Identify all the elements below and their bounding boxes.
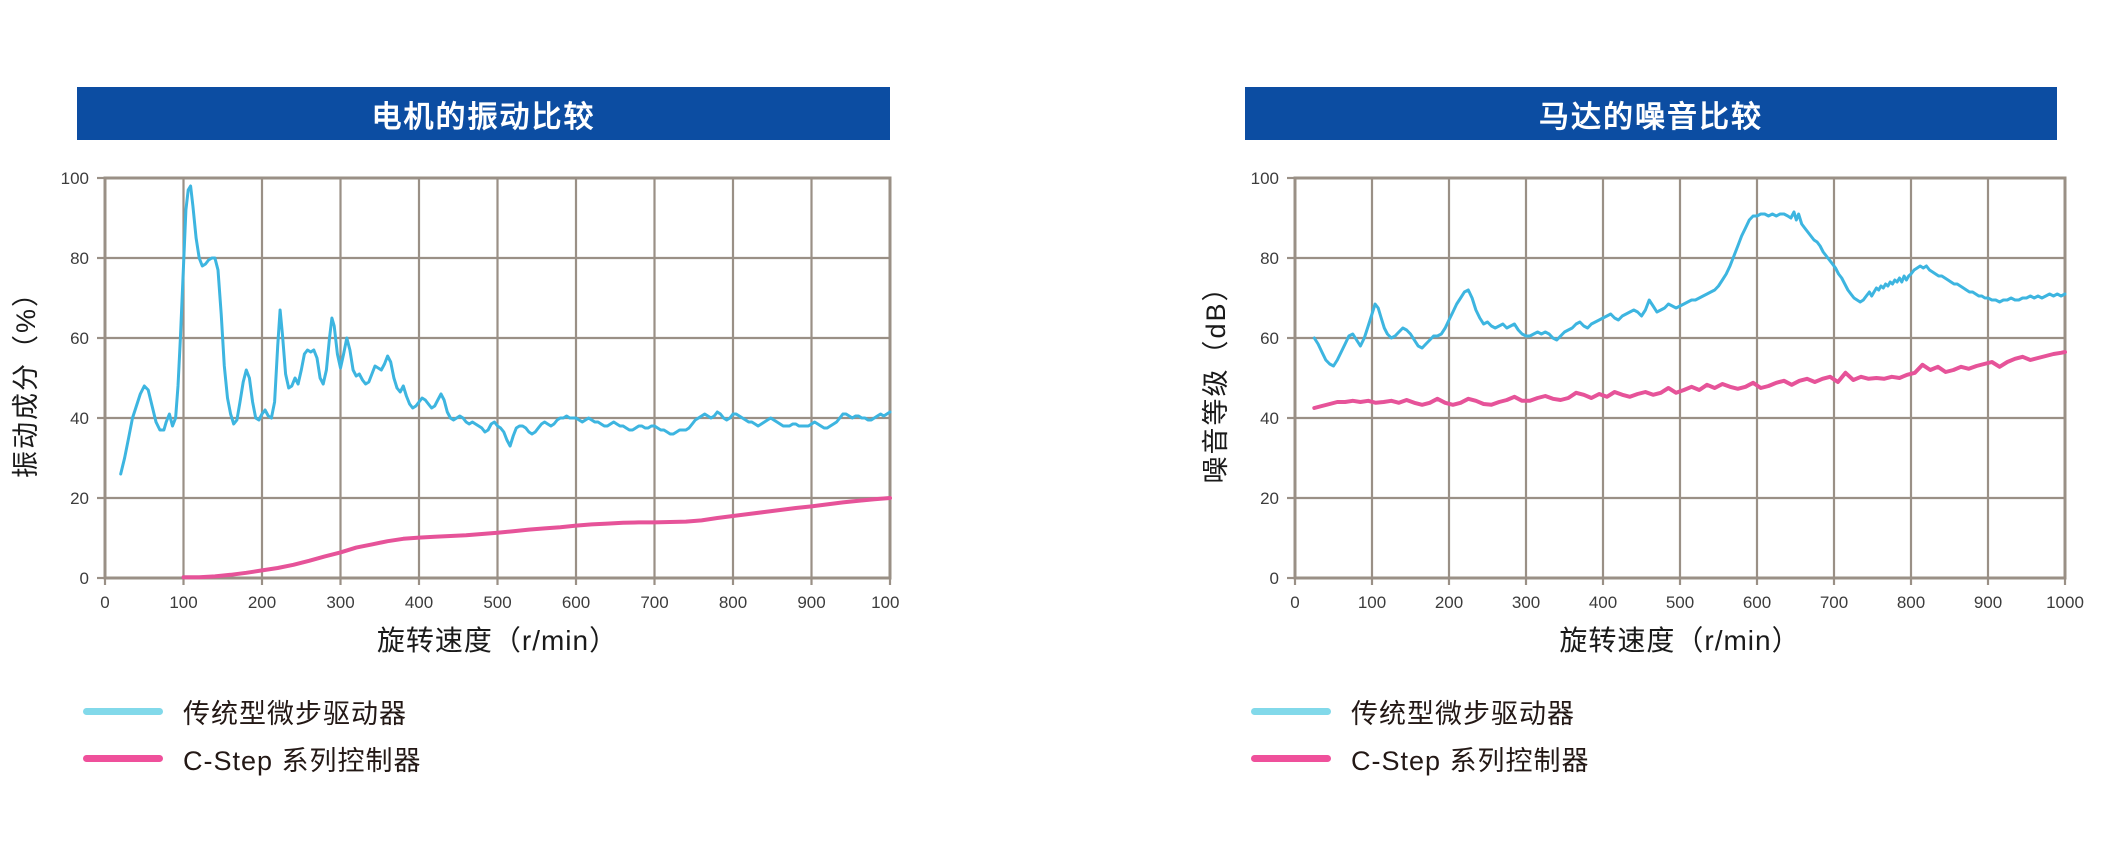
x-tick-label: 400 — [1589, 593, 1617, 612]
series-line-conventional — [1312, 210, 2067, 368]
tick-marks — [97, 176, 892, 585]
y-tick-label: 100 — [61, 169, 89, 188]
x-tick-label: 800 — [719, 593, 747, 612]
x-tick-label: 200 — [248, 593, 276, 612]
x-tick-label: 700 — [1820, 593, 1848, 612]
y-tick-labels: 0 20 40 60 80 100 — [61, 169, 89, 588]
x-tick-label: 100 — [169, 593, 197, 612]
x-tick-label: 600 — [1743, 593, 1771, 612]
y-tick-labels: 0 20 40 60 80 100 — [1251, 169, 1279, 588]
x-tick-label: 500 — [483, 593, 511, 612]
x-tick-label: 1000 — [871, 593, 900, 612]
legend-item-cstep: C-Step 系列控制器 — [83, 735, 422, 782]
left-chart-legend: 传统型微步驱动器 C-Step 系列控制器 — [83, 688, 422, 782]
x-tick-label: 900 — [797, 593, 825, 612]
x-axis-title: 旋转速度（r/min） — [377, 625, 618, 656]
right-chart-title-bar: 马达的噪音比较 — [1245, 87, 2057, 140]
conventional-line-swatch — [1251, 708, 1331, 715]
series-line-cstep — [1312, 350, 2067, 410]
cstep-line-swatch — [83, 755, 163, 762]
x-tick-labels: 0 100 200 300 400 500 600 700 800 900 1000 — [100, 593, 900, 612]
cstep-line-swatch — [1251, 755, 1331, 762]
legend-label-cstep: C-Step 系列控制器 — [1351, 746, 1590, 776]
y-tick-label: 40 — [70, 409, 89, 428]
left-chart-title-bar: 电机的振动比较 — [77, 87, 890, 140]
series-line-cstep — [181, 496, 892, 580]
x-tick-label: 400 — [405, 593, 433, 612]
legend-label-cstep: C-Step 系列控制器 — [183, 746, 422, 776]
left-chart-title: 电机的振动比较 — [371, 100, 596, 134]
vibration-comparison-chart: 0 100 200 300 400 500 600 700 800 900 1000 0 20 40 60 8… — [11, 169, 900, 656]
x-tick-label: 800 — [1897, 593, 1925, 612]
legend-label-conventional: 传统型微步驱动器 — [1351, 699, 1575, 729]
x-tick-label: 100 — [1358, 593, 1386, 612]
x-tick-label: 500 — [1666, 593, 1694, 612]
legend-item-cstep: C-Step 系列控制器 — [1251, 735, 1590, 782]
x-tick-label: 900 — [1974, 593, 2002, 612]
x-tick-label: 0 — [1290, 593, 1299, 612]
x-tick-label: 700 — [640, 593, 668, 612]
conventional-line-swatch — [83, 708, 163, 715]
y-tick-label: 20 — [1260, 489, 1279, 508]
gridlines — [1293, 176, 2067, 580]
y-tick-label: 60 — [1260, 329, 1279, 348]
x-tick-label: 0 — [100, 593, 109, 612]
x-tick-label: 200 — [1435, 593, 1463, 612]
y-tick-label: 80 — [1260, 249, 1279, 268]
y-tick-label: 100 — [1251, 169, 1279, 188]
y-tick-label: 40 — [1260, 409, 1279, 428]
y-tick-label: 0 — [80, 569, 89, 588]
right-chart-legend: 传统型微步驱动器 C-Step 系列控制器 — [1251, 688, 1590, 782]
x-tick-label: 300 — [326, 593, 354, 612]
x-axis-title: 旋转速度（r/min） — [1559, 625, 1800, 656]
legend-item-conventional: 传统型微步驱动器 — [83, 688, 422, 735]
y-axis-title: 噪音等级（dB） — [1201, 272, 1231, 483]
gridlines — [103, 176, 892, 580]
y-tick-label: 60 — [70, 329, 89, 348]
legend-item-conventional: 传统型微步驱动器 — [1251, 688, 1590, 735]
x-tick-label: 300 — [1512, 593, 1540, 612]
y-axis-title: 振动成分（%） — [11, 278, 41, 478]
right-chart-title: 马达的噪音比较 — [1539, 100, 1763, 134]
legend-label-conventional: 传统型微步驱动器 — [183, 699, 407, 729]
y-tick-label: 20 — [70, 489, 89, 508]
x-tick-labels: 0 100 200 300 400 500 600 700 800 900 1000 — [1290, 593, 2084, 612]
tick-marks — [1287, 176, 2067, 585]
y-tick-label: 80 — [70, 249, 89, 268]
series-line-conventional — [119, 184, 892, 476]
x-tick-label: 600 — [562, 593, 590, 612]
y-tick-label: 0 — [1270, 569, 1279, 588]
x-tick-label: 1000 — [2046, 593, 2084, 612]
noise-comparison-chart: 0 100 200 300 400 500 600 700 800 900 1000 0 20 40 60 8… — [1201, 169, 2084, 656]
